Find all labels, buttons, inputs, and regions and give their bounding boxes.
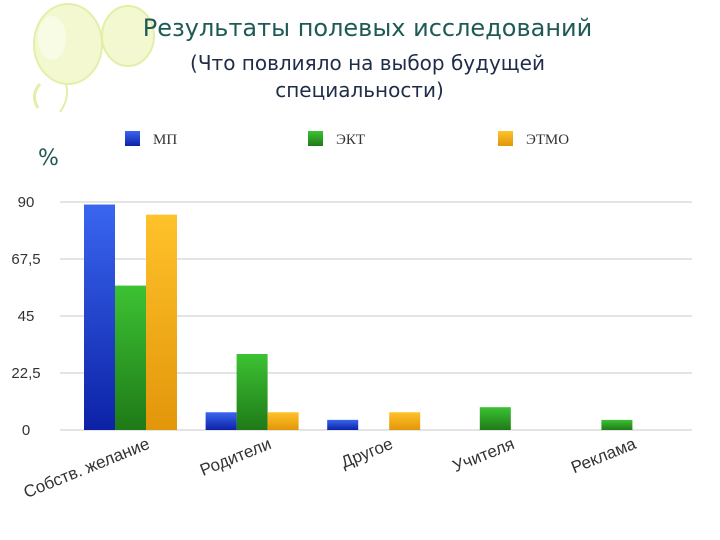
- bar-МП-2: [327, 419, 359, 430]
- bar-ЭТМО-1: [267, 412, 299, 430]
- subtitle-line-2: специальности): [275, 78, 444, 102]
- subtitle-line-1: (Что повлияло на выбор будущей: [190, 51, 545, 75]
- bars: [84, 204, 633, 430]
- category-label: Родители: [197, 434, 274, 480]
- y-axis-unit: %: [38, 146, 59, 171]
- slide-subtitle: (Что повлияло на выбор будущей специальн…: [0, 50, 720, 104]
- y-tick-label: 90: [18, 194, 35, 211]
- category-label: Собств. желание: [21, 434, 152, 502]
- legend-label: ЭТМО: [526, 132, 569, 148]
- y-tick-label: 0: [22, 422, 30, 439]
- category-label: Другое: [338, 434, 395, 472]
- decorative-balloons: [33, 3, 155, 113]
- bar-ЭТМО-0: [146, 214, 177, 430]
- legend-label: МП: [153, 132, 177, 148]
- bar-ЭКТ-4: [601, 419, 633, 430]
- bar-ЭКТ-3: [479, 407, 511, 430]
- bar-ЭКТ-1: [236, 354, 268, 430]
- category-label: Учителя: [450, 434, 517, 476]
- category-label: Реклама: [568, 434, 639, 477]
- y-tick-label: 22,5: [11, 365, 40, 382]
- legend-swatch: [125, 131, 140, 146]
- y-tick-label: 45: [18, 308, 35, 325]
- category-labels: Собств. желание Родители Другое Учителя Рекл…: [21, 434, 639, 502]
- bar-МП-0: [84, 204, 115, 430]
- legend-swatch: [308, 131, 323, 146]
- y-tick-label: 67,5: [11, 251, 40, 268]
- bar-ЭКТ-0: [115, 285, 146, 430]
- legend-label: ЭКТ: [336, 132, 365, 148]
- bar-МП-1: [205, 412, 237, 430]
- bar-ЭТМО-2: [389, 412, 421, 430]
- y-tick-labels: 0 22,5 45 67,5 90: [11, 194, 40, 439]
- legend: МП ЭКТ ЭТМО: [125, 131, 569, 148]
- slide-title: Результаты полевых исследований: [142, 14, 593, 42]
- legend-swatch: [498, 131, 513, 146]
